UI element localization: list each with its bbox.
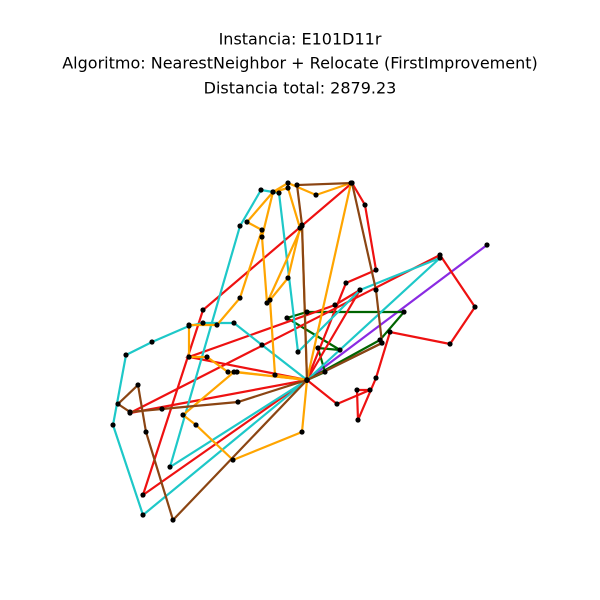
customer-point	[355, 417, 361, 423]
customer-point	[337, 347, 343, 353]
customer-point	[354, 387, 360, 393]
customer-point	[401, 309, 407, 315]
customer-point	[357, 287, 363, 293]
route-line	[140, 181, 378, 498]
customer-point	[193, 422, 199, 428]
customer-point	[304, 309, 310, 315]
customer-point	[362, 202, 368, 208]
customer-point	[127, 409, 133, 415]
customer-point	[437, 255, 443, 261]
customer-point	[167, 464, 173, 470]
customer-point	[140, 492, 146, 498]
customer-point	[231, 320, 237, 326]
customer-point	[332, 302, 338, 308]
customer-point	[143, 429, 149, 435]
customer-point	[284, 315, 290, 321]
customer-point	[237, 295, 243, 301]
annotation: Distancia total: 2879.23	[204, 79, 397, 98]
customer-point	[373, 267, 379, 273]
customer-point	[447, 341, 453, 347]
customer-point	[115, 401, 121, 407]
customer-point	[200, 307, 206, 313]
customer-point	[373, 375, 379, 381]
route-line	[129, 253, 477, 421]
customer-point	[258, 187, 264, 193]
customer-point	[270, 189, 276, 195]
customer-point	[214, 322, 220, 328]
customer-point	[259, 234, 265, 240]
customer-point	[272, 372, 278, 378]
customer-point	[264, 300, 270, 306]
customer-point	[349, 180, 355, 186]
customer-point	[343, 280, 349, 286]
customer-point	[259, 342, 265, 348]
chart-title: Instancia: E101D11r	[219, 30, 382, 49]
customer-point	[204, 354, 210, 360]
customer-point	[367, 387, 373, 393]
customer-point	[244, 219, 250, 225]
customer-point	[472, 304, 478, 310]
customer-point	[304, 377, 310, 383]
customer-point	[186, 354, 192, 360]
customer-point	[299, 429, 305, 435]
customer-point	[276, 190, 282, 196]
customer-point	[200, 320, 206, 326]
customer-point	[313, 192, 319, 198]
customer-point	[123, 352, 129, 358]
customer-point	[135, 382, 141, 388]
customer-point	[237, 223, 243, 229]
customer-point	[159, 406, 165, 412]
route-line	[111, 321, 308, 517]
customer-point	[110, 422, 116, 428]
customer-point	[234, 369, 240, 375]
customer-point	[379, 340, 385, 346]
customer-point	[225, 369, 231, 375]
customer-point	[180, 412, 186, 418]
chart-subtitle: Algoritmo: NearestNeighbor + Relocate (F…	[62, 54, 538, 73]
customer-point	[387, 329, 393, 335]
customer-point	[294, 182, 300, 188]
customer-point	[334, 401, 340, 407]
customer-point	[235, 399, 241, 405]
customer-point	[322, 369, 328, 375]
customer-point	[285, 185, 291, 191]
customer-point	[259, 227, 265, 233]
customer-point	[295, 349, 301, 355]
customer-point	[230, 457, 236, 463]
customer-point	[140, 512, 146, 518]
customer-point	[285, 180, 291, 186]
customer-point	[299, 222, 305, 228]
customer-point	[373, 287, 379, 293]
customer-point	[285, 275, 291, 281]
customer-point	[484, 242, 490, 248]
customer-point	[315, 345, 321, 351]
customers	[110, 180, 490, 523]
customer-point	[149, 339, 155, 345]
customer-point	[170, 517, 176, 523]
customer-point	[186, 322, 192, 328]
